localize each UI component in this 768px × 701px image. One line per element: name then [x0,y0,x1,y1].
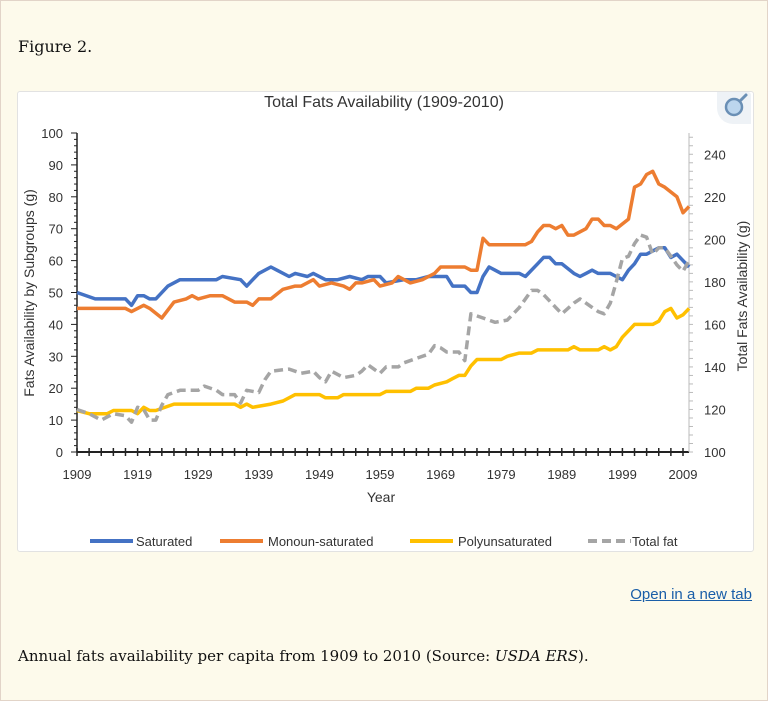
series-line-monoun-saturated [77,169,691,320]
y-tick-label: 20 [49,381,63,396]
y-right-tick-label: 160 [704,317,726,332]
y-tick-label: 90 [49,158,63,173]
x-axis-label: Year [367,489,396,505]
y-axis-right-label: Total Fats Availability (g) [734,221,750,372]
y-tick-label: 80 [49,190,63,205]
figure-label: Figure 2. [18,37,93,56]
series-line-total-fat [76,233,691,424]
magnifier-icon [724,93,748,117]
y-right-tick-label: 200 [704,232,726,247]
legend-label: Polyunsaturated [458,534,552,549]
x-tick-label: 1979 [487,467,516,482]
legend-label: Monoun-saturated [268,534,374,549]
y-tick-label: 40 [49,317,63,332]
x-tick-label: 1949 [305,467,334,482]
chart-title: Total Fats Availability (1909-2010) [264,94,504,111]
x-tick-label: 1939 [244,467,273,482]
y-right-tick-label: 100 [704,445,726,460]
zoom-button[interactable] [717,92,751,124]
legend-label: Total fat [632,534,678,549]
y-right-tick-label: 120 [704,402,726,417]
y-right-tick-label: 240 [704,147,726,162]
y-tick-label: 70 [49,222,63,237]
y-right-tick-label: 140 [704,360,726,375]
x-tick-label: 1999 [608,467,637,482]
figure-caption: Annual fats availability per capita from… [18,647,589,665]
y-axis-label: Fats Availability by Subgroups (g) [21,189,37,397]
x-tick-label: 1959 [366,467,395,482]
y-tick-label: 60 [49,254,63,269]
series-line-saturated [76,246,691,308]
legend-label: Saturated [136,534,192,549]
y-tick-label: 30 [49,349,63,364]
chart-card [17,91,754,552]
x-tick-label: 1969 [426,467,455,482]
y-right-tick-label: 220 [704,190,726,205]
y-tick-label: 10 [49,413,63,428]
y-right-tick-label: 180 [704,275,726,290]
x-tick-label: 1919 [123,467,152,482]
caption-text: Annual fats availability per capita from… [18,647,495,665]
y-tick-label: 100 [41,126,63,141]
y-tick-label: 50 [49,286,63,301]
open-in-new-tab-link[interactable]: Open in a new tab [630,586,752,603]
caption-end: ). [578,647,589,665]
x-tick-label: 1909 [63,467,92,482]
x-tick-label: 1989 [547,467,576,482]
caption-source: USDA ERS [494,647,578,665]
x-tick-label: 1929 [184,467,213,482]
y-tick-label: 0 [56,445,63,460]
x-tick-label: 2009 [669,467,698,482]
series-line-polyunsaturated [76,306,691,416]
